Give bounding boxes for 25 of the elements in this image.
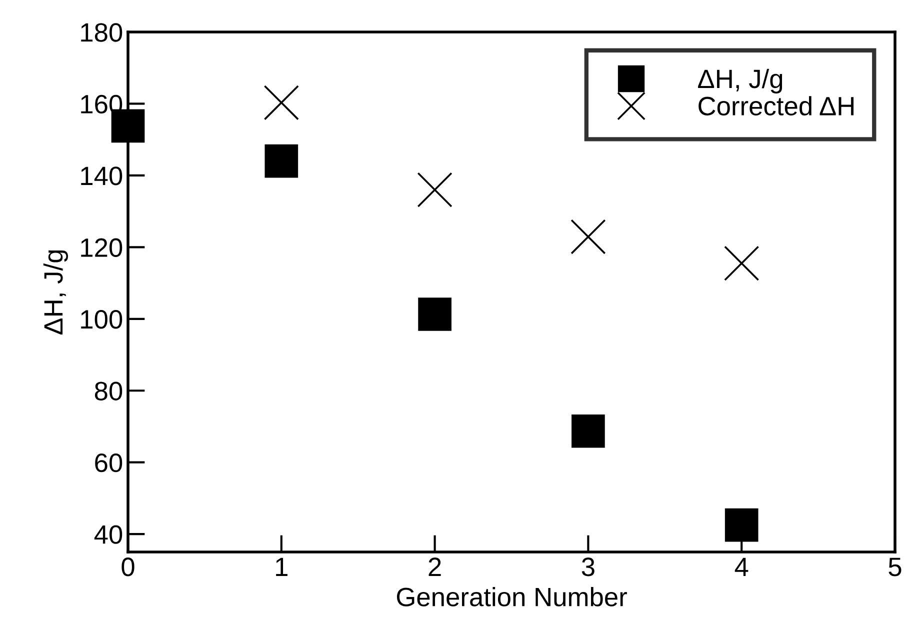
- legend-label: ΔH, J/g: [698, 68, 782, 94]
- y-tick-label: 40: [94, 525, 122, 544]
- point: [417, 172, 452, 208]
- y-tick-label: 60: [95, 453, 122, 472]
- y-axis-title: ΔH, J/g: [43, 250, 68, 334]
- x-tick-label: 2: [428, 558, 441, 576]
- point: [724, 246, 760, 281]
- point: [264, 144, 298, 178]
- x-axis-title: Generation Number: [396, 587, 627, 606]
- point: [724, 508, 758, 542]
- legend-label: Corrected ΔH: [698, 96, 854, 116]
- y-tick-label: 120: [81, 238, 122, 257]
- x-tick-label: 4: [734, 558, 748, 576]
- x-tick-label: 3: [582, 558, 594, 576]
- x-tick-label: 1: [276, 558, 288, 576]
- point: [418, 298, 452, 331]
- y-tick-label: 100: [81, 310, 122, 329]
- y-tick-label: 80: [94, 382, 122, 400]
- x-tick-label: 5: [888, 558, 902, 576]
- y-tick-label: 140: [81, 166, 122, 186]
- point: [572, 414, 605, 448]
- y-tick-label: 180: [81, 23, 122, 42]
- point: [264, 85, 299, 120]
- x-tick-label: 0: [122, 558, 134, 576]
- point: [570, 219, 606, 254]
